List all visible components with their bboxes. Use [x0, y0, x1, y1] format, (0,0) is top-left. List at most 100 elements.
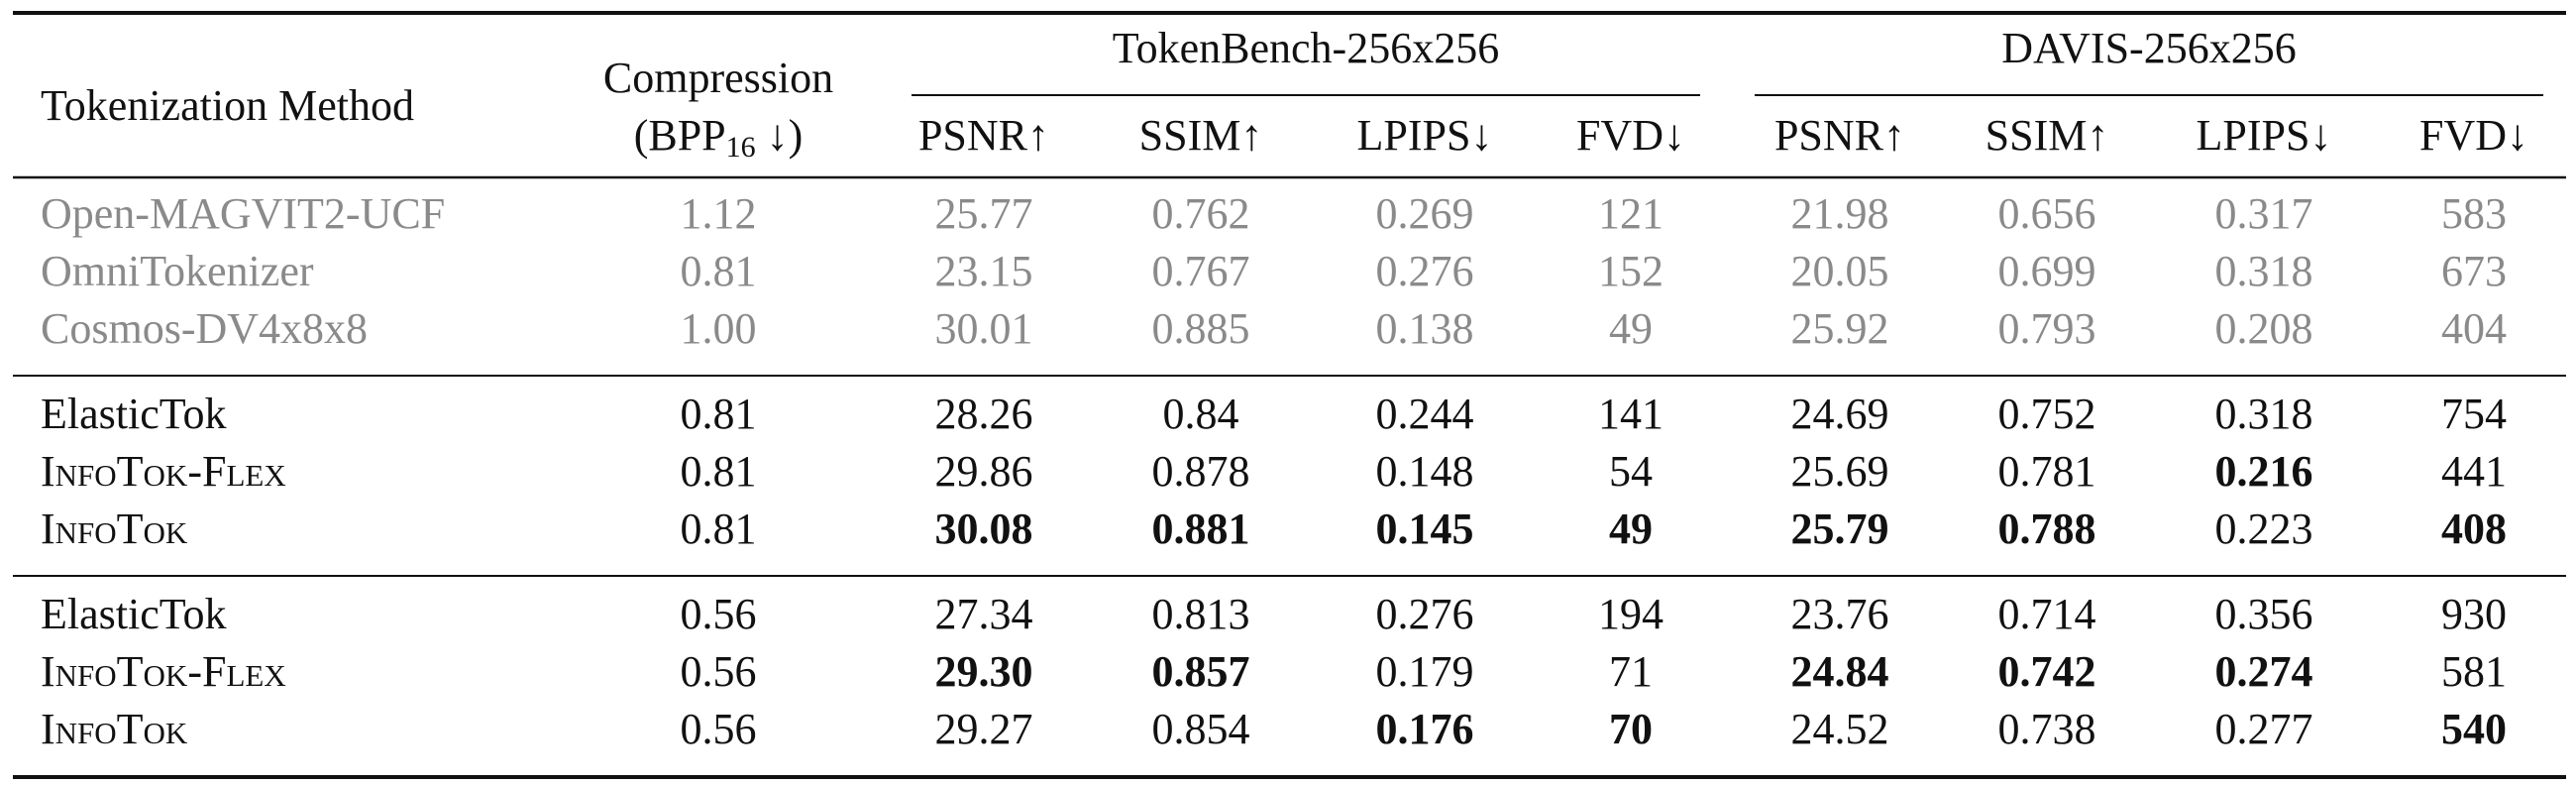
cell: 0.81: [681, 447, 757, 496]
cell: 24.69: [1791, 390, 1889, 438]
cell: 30.01: [935, 304, 1033, 353]
method-name: InfoTok: [41, 505, 188, 553]
cell: 20.05: [1791, 247, 1889, 295]
metric-header: LPIPS↓: [2197, 111, 2332, 160]
cell: 0.317: [2215, 189, 2313, 238]
cell: 29.27: [935, 705, 1033, 753]
group-header: TokenBench-256x256: [1113, 24, 1499, 72]
cell: 0.767: [1152, 247, 1250, 295]
method-name: Open-MAGVIT2-UCF: [41, 189, 445, 238]
cell: 0.276: [1376, 590, 1474, 638]
metric-header: FVD↓: [2419, 111, 2528, 160]
cell: 0.148: [1376, 447, 1474, 496]
cell: 70: [1609, 705, 1653, 753]
cell: 0.56: [681, 647, 757, 696]
cell: 152: [1598, 247, 1664, 295]
cell: 0.176: [1376, 705, 1474, 753]
cell: 0.81: [681, 390, 757, 438]
cell: 0.738: [1998, 705, 2096, 753]
cell: 121: [1598, 189, 1664, 238]
cell: 0.223: [2215, 505, 2313, 553]
cell: 24.84: [1791, 647, 1889, 696]
cell: 21.98: [1791, 189, 1889, 238]
cell: 49: [1609, 505, 1653, 553]
cell: 0.793: [1998, 304, 2096, 353]
group-header: DAVIS-256x256: [2001, 24, 2296, 72]
cell: 0.656: [1998, 189, 2096, 238]
cell: 29.86: [935, 447, 1033, 496]
cell: 141: [1598, 390, 1664, 438]
cell: 0.318: [2215, 390, 2313, 438]
metric-header: SSIM↑: [1139, 111, 1263, 160]
cell: 0.813: [1152, 590, 1250, 638]
cell: 0.208: [2215, 304, 2313, 353]
cell: 0.269: [1376, 189, 1474, 238]
cell: 0.878: [1152, 447, 1250, 496]
cell: 754: [2441, 390, 2507, 438]
compression-header: Compression: [603, 54, 833, 102]
method-name: ElasticTok: [41, 590, 227, 638]
cell: 0.742: [1998, 647, 2096, 696]
cell: 25.92: [1791, 304, 1889, 353]
metric-header: PSNR↑: [918, 111, 1049, 160]
method-name: InfoTok-Flex: [41, 647, 286, 696]
cell: 0.216: [2215, 447, 2313, 496]
method-header: Tokenization Method: [41, 81, 414, 130]
cell: 0.276: [1376, 247, 1474, 295]
cell: 0.179: [1376, 647, 1474, 696]
cell: 0.277: [2215, 705, 2313, 753]
cell: 0.714: [1998, 590, 2096, 638]
method-name: OmniTokenizer: [41, 247, 314, 295]
cell: 441: [2441, 447, 2507, 496]
cell: 0.138: [1376, 304, 1474, 353]
cell: 27.34: [935, 590, 1033, 638]
cell: 0.145: [1376, 505, 1474, 553]
cell: 54: [1609, 447, 1653, 496]
cell: 408: [2441, 505, 2507, 553]
cell: 581: [2441, 647, 2507, 696]
cell: 49: [1609, 304, 1653, 353]
method-name: ElasticTok: [41, 390, 227, 438]
cell: 194: [1598, 590, 1664, 638]
method-name: InfoTok: [41, 705, 188, 753]
cell: 0.752: [1998, 390, 2096, 438]
cell: 0.356: [2215, 590, 2313, 638]
cell: 0.81: [681, 505, 757, 553]
cell: 30.08: [935, 505, 1033, 553]
cell: 583: [2441, 189, 2507, 238]
method-name: Cosmos-DV4x8x8: [41, 304, 368, 353]
cell: 0.885: [1152, 304, 1250, 353]
cell: 0.762: [1152, 189, 1250, 238]
cell: 0.84: [1163, 390, 1239, 438]
cell: 0.56: [681, 590, 757, 638]
cell: 404: [2441, 304, 2507, 353]
cell: 1.12: [681, 189, 757, 238]
cell: 0.857: [1152, 647, 1250, 696]
cell: 0.781: [1998, 447, 2096, 496]
metric-header: PSNR↑: [1774, 111, 1905, 160]
metric-header: SSIM↑: [1986, 111, 2109, 160]
cell: 540: [2441, 705, 2507, 753]
cell: 930: [2441, 590, 2507, 638]
cell: 0.318: [2215, 247, 2313, 295]
cell: 0.854: [1152, 705, 1250, 753]
cell: 28.26: [935, 390, 1033, 438]
cell: 25.79: [1791, 505, 1889, 553]
cell: 29.30: [935, 647, 1033, 696]
cell: 0.274: [2215, 647, 2313, 696]
cell: 0.56: [681, 705, 757, 753]
cell: 0.244: [1376, 390, 1474, 438]
cell: 71: [1609, 647, 1653, 696]
cell: 673: [2441, 247, 2507, 295]
metric-header: FVD↓: [1576, 111, 1685, 160]
cell: 25.77: [935, 189, 1033, 238]
cell: 23.76: [1791, 590, 1889, 638]
cell: 23.15: [935, 247, 1033, 295]
cell: 24.52: [1791, 705, 1889, 753]
method-name: InfoTok-Flex: [41, 447, 286, 496]
compression-unit: (BPP16 ↓): [634, 111, 804, 164]
cell: 25.69: [1791, 447, 1889, 496]
cell: 0.788: [1998, 505, 2096, 553]
cell: 0.699: [1998, 247, 2096, 295]
